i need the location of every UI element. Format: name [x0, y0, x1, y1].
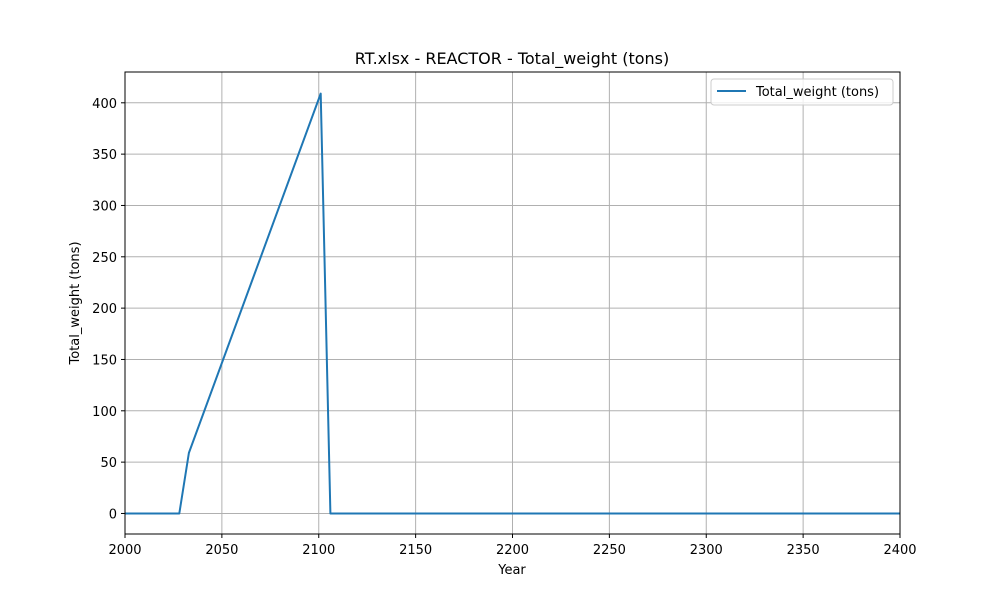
y-tick-label: 200 [92, 302, 117, 317]
y-tick-label: 100 [92, 405, 117, 420]
y-tick-label: 150 [92, 353, 117, 368]
y-tick-label: 400 [92, 97, 117, 112]
y-tick-label: 250 [92, 251, 117, 266]
x-tick-label: 2300 [690, 543, 723, 558]
x-tick-label: 2100 [302, 543, 335, 558]
x-tick-label: 2050 [205, 543, 238, 558]
x-tick-label: 2250 [593, 543, 626, 558]
series-layer [125, 92, 900, 515]
x-axis: 2000 2050 2100 2150 2200 2250 2300 2350 2400 [108, 534, 917, 558]
x-tick-label: 2350 [787, 543, 820, 558]
legend-box [710, 78, 894, 106]
y-tick-label: 50 [100, 456, 117, 471]
y-axis-label: Total_weight (tons) [68, 241, 83, 365]
legend: Total_weight (tons) [710, 78, 894, 106]
y-tick-label: 300 [92, 199, 117, 214]
x-axis-label: Year [497, 563, 526, 578]
y-tick-label: 0 [109, 507, 117, 522]
series-line-0 [125, 92, 900, 515]
x-tick-label: 2000 [108, 543, 141, 558]
y-tick-label: 350 [92, 148, 117, 163]
x-tick-label: 2150 [399, 543, 432, 558]
y-axis: 0 50 100 150 200 250 300 350 400 [92, 97, 125, 522]
x-tick-label: 2400 [883, 543, 916, 558]
legend-label: Total_weight (tons) [755, 85, 879, 100]
x-tick-label: 2200 [496, 543, 529, 558]
chart-title: RT.xlsx - REACTOR - Total_weight (tons) [355, 49, 670, 69]
